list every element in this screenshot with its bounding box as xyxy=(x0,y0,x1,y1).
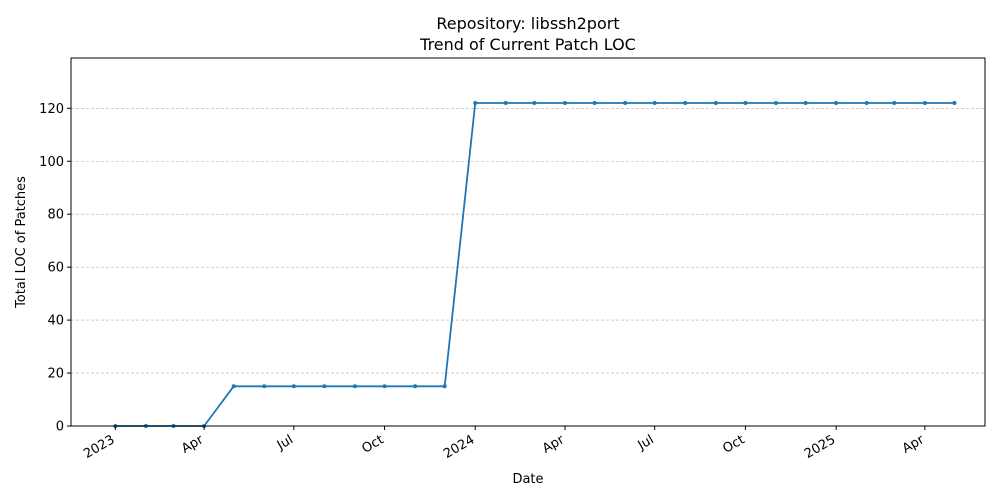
chart-subtitle: Trend of Current Patch LOC xyxy=(419,35,636,54)
series-layer xyxy=(113,101,957,428)
x-axis-label: Date xyxy=(512,472,543,487)
data-point xyxy=(231,384,236,389)
data-point xyxy=(262,384,267,389)
data-point xyxy=(952,101,957,106)
data-point xyxy=(503,101,508,106)
data-point xyxy=(922,101,927,106)
data-point xyxy=(892,101,897,106)
data-point xyxy=(382,384,387,389)
y-axis: 0 20 40 60 80 100 120 xyxy=(39,102,71,435)
data-point xyxy=(473,101,478,106)
y-tick-label: 60 xyxy=(47,261,64,276)
y-axis-label: Total LOC of Patches xyxy=(14,176,29,309)
data-point xyxy=(442,384,447,389)
data-point xyxy=(592,101,597,106)
data-point xyxy=(532,101,537,106)
data-point xyxy=(562,101,567,106)
plot-frame xyxy=(70,57,986,427)
data-point xyxy=(864,101,869,106)
data-point xyxy=(623,101,628,106)
data-point xyxy=(743,101,748,106)
data-point xyxy=(803,101,808,106)
data-point xyxy=(413,384,418,389)
data-point xyxy=(773,101,778,106)
chart-title: Repository: libssh2port xyxy=(436,14,619,33)
data-point xyxy=(713,101,718,106)
data-point xyxy=(834,101,839,106)
y-tick-label: 120 xyxy=(39,102,64,117)
y-tick-label: 40 xyxy=(47,314,64,329)
y-tick-label: 0 xyxy=(56,420,64,435)
data-point xyxy=(652,101,657,106)
y-tick-label: 100 xyxy=(39,155,64,170)
x-tick-label: Jul xyxy=(274,432,296,453)
y-tick-label: 80 xyxy=(47,208,64,223)
data-point xyxy=(683,101,688,106)
gridlines xyxy=(71,108,985,374)
y-tick-label: 20 xyxy=(47,367,64,382)
data-point xyxy=(352,384,357,389)
data-point xyxy=(322,384,327,389)
data-point xyxy=(291,384,296,389)
x-tick-label: Jul xyxy=(635,432,657,453)
